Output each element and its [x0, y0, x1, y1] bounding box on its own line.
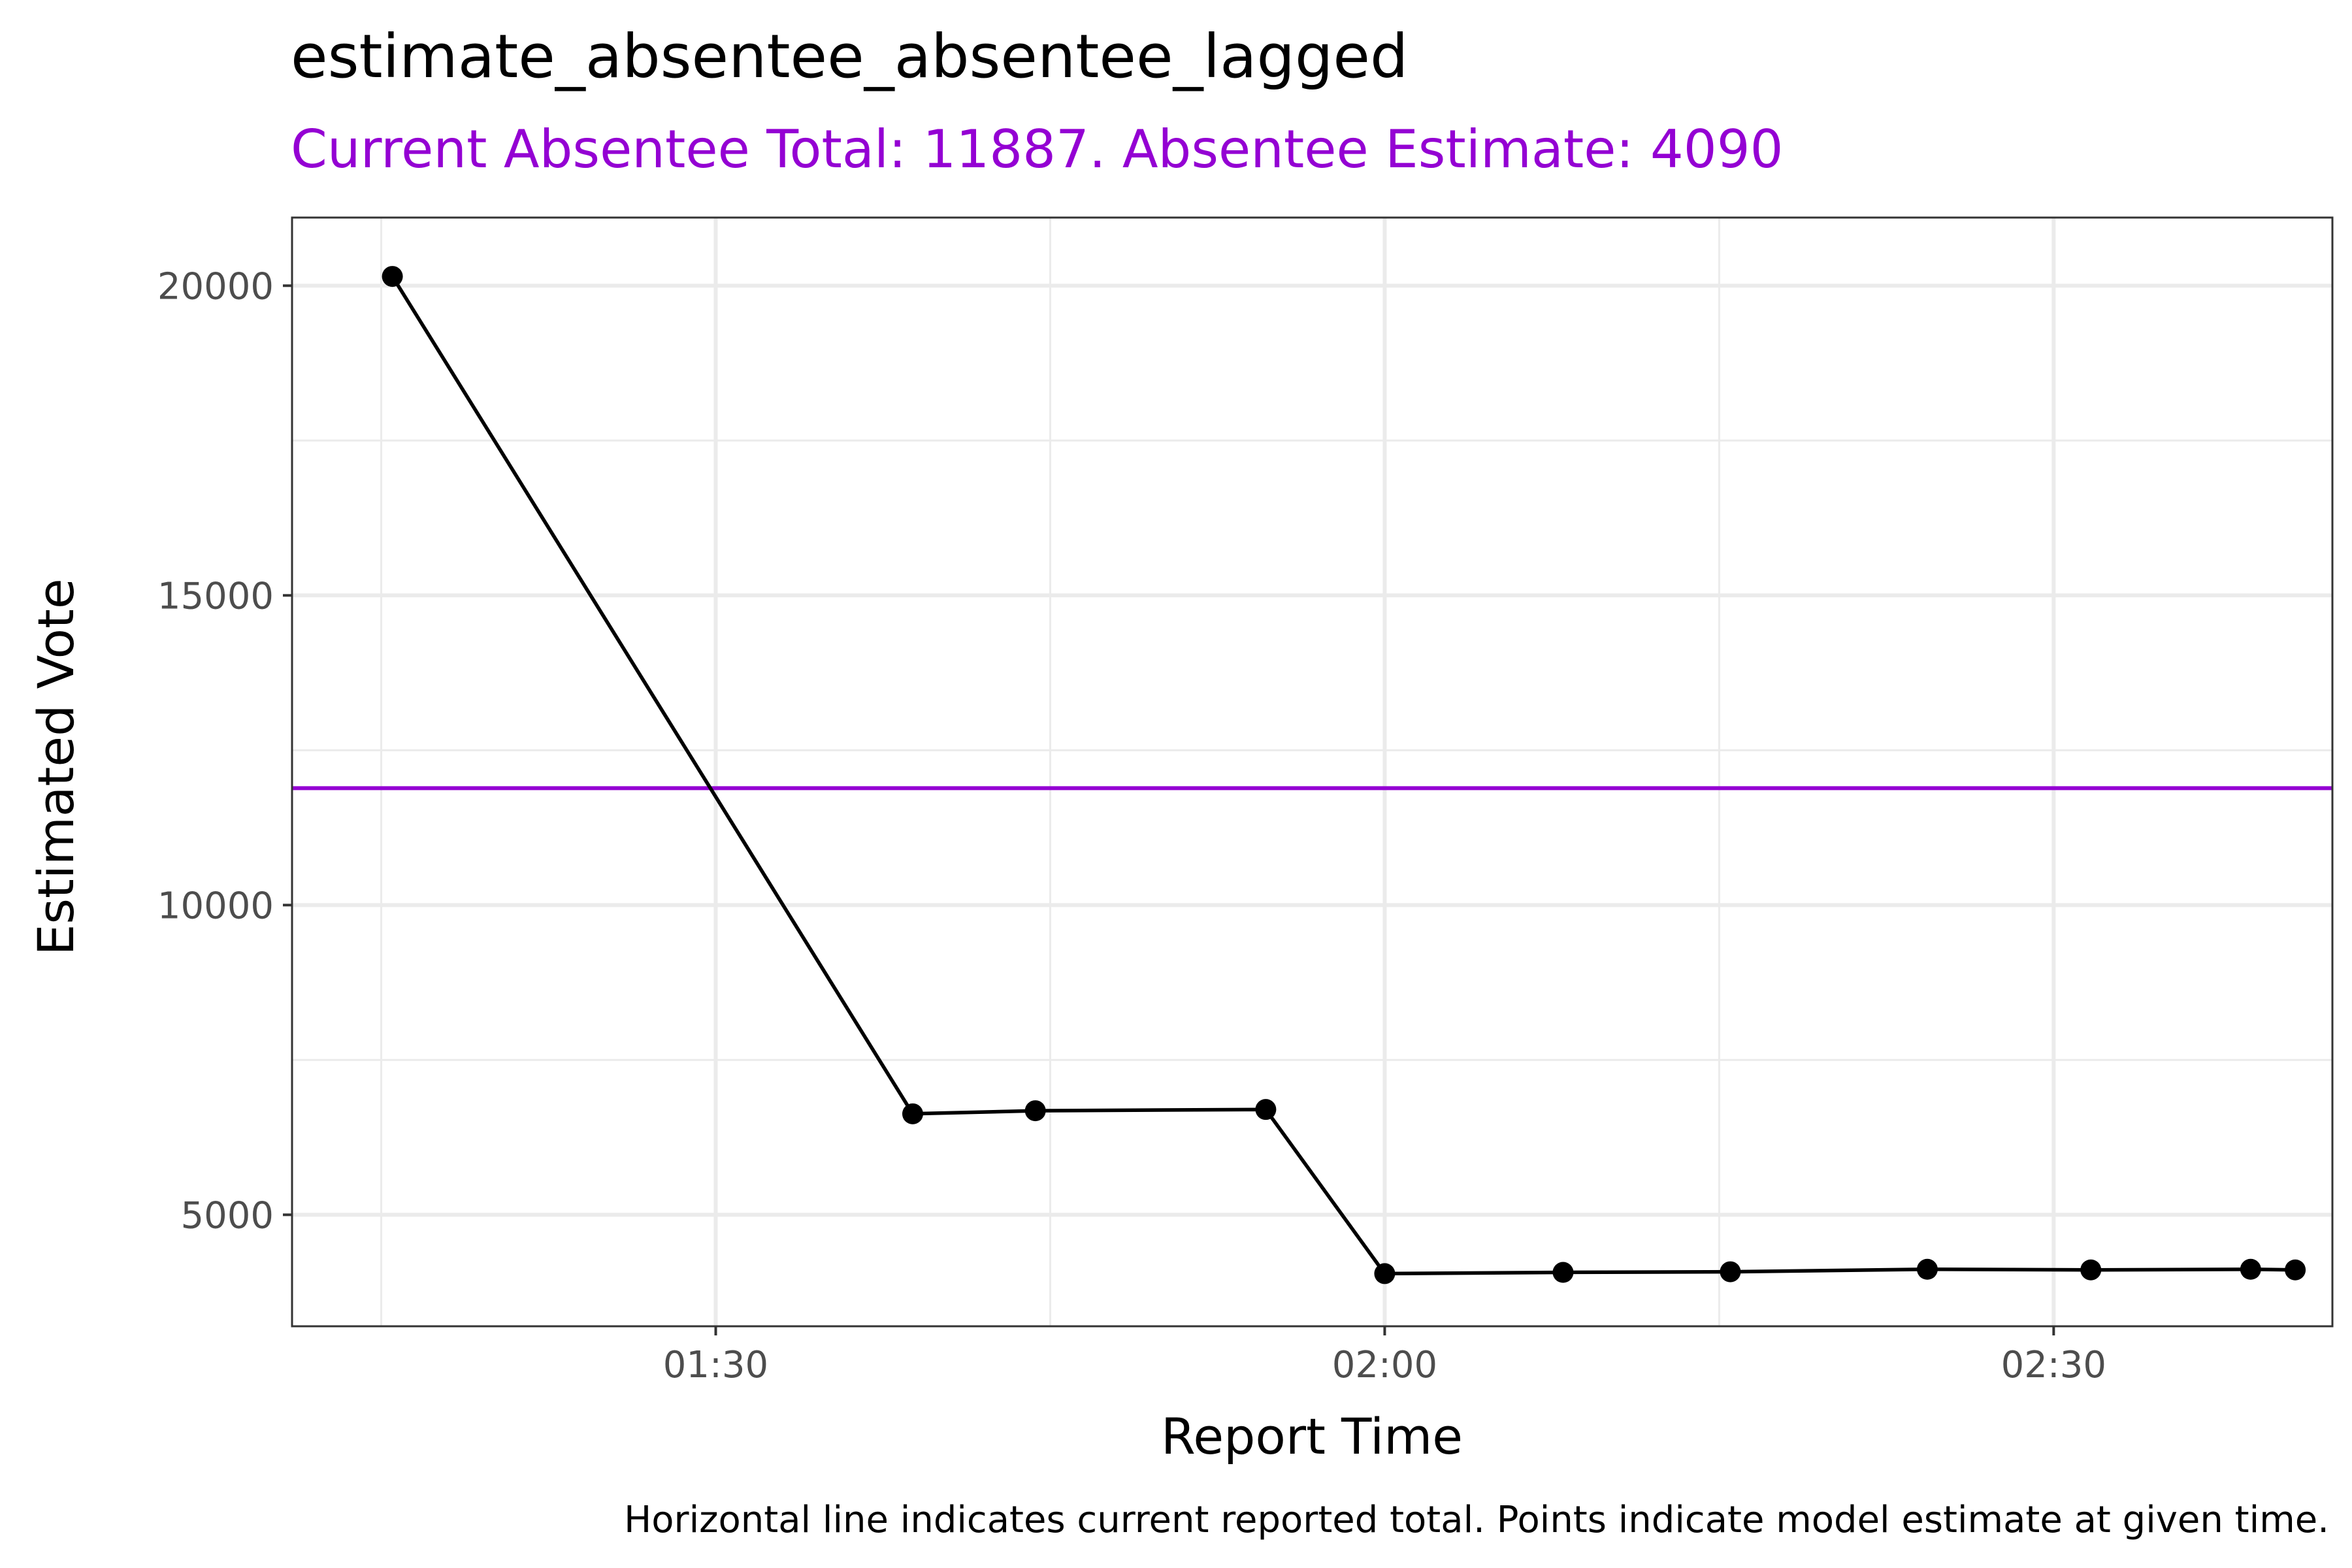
- estimate-point: [382, 266, 403, 287]
- estimate-point: [1552, 1262, 1574, 1283]
- y-axis-ticks: 5000 10000 15000 20000: [157, 265, 292, 1237]
- estimate-point: [2080, 1259, 2102, 1281]
- major-gridlines: [292, 218, 2332, 1326]
- estimate-point: [1255, 1099, 1277, 1120]
- chart-subtitle: Current Absentee Total: 11887. Absentee …: [291, 119, 1784, 180]
- y-tick-label: 20000: [157, 265, 274, 308]
- x-tick-label: 02:00: [1332, 1344, 1437, 1386]
- x-axis-title: Report Time: [1161, 1407, 1463, 1465]
- x-axis-ticks: 01:30 02:00 02:30: [663, 1326, 2106, 1386]
- chart-caption: Horizontal line indicates current report…: [624, 1499, 2329, 1541]
- estimate-point: [902, 1103, 923, 1124]
- y-tick-label: 5000: [180, 1194, 274, 1237]
- estimate-point: [2240, 1258, 2261, 1280]
- y-tick-label: 15000: [157, 575, 274, 617]
- panel-border: [291, 216, 2334, 1328]
- estimate-point: [1374, 1263, 1396, 1284]
- y-axis-title: Estimated Vote: [27, 578, 85, 955]
- series-layer: [382, 266, 2306, 1284]
- chart-title: estimate_absentee_absentee_lagged: [291, 22, 1408, 91]
- y-tick-label: 10000: [157, 885, 274, 927]
- x-tick-label: 02:30: [2001, 1344, 2106, 1386]
- estimate-point: [1916, 1258, 1938, 1280]
- estimate-point: [1024, 1100, 1046, 1122]
- estimate-point: [1720, 1261, 1741, 1282]
- estimate-point: [2285, 1259, 2306, 1281]
- estimate-series-line: [391, 275, 2296, 1276]
- minor-gridlines: [292, 218, 2332, 1326]
- x-tick-label: 01:30: [663, 1344, 768, 1386]
